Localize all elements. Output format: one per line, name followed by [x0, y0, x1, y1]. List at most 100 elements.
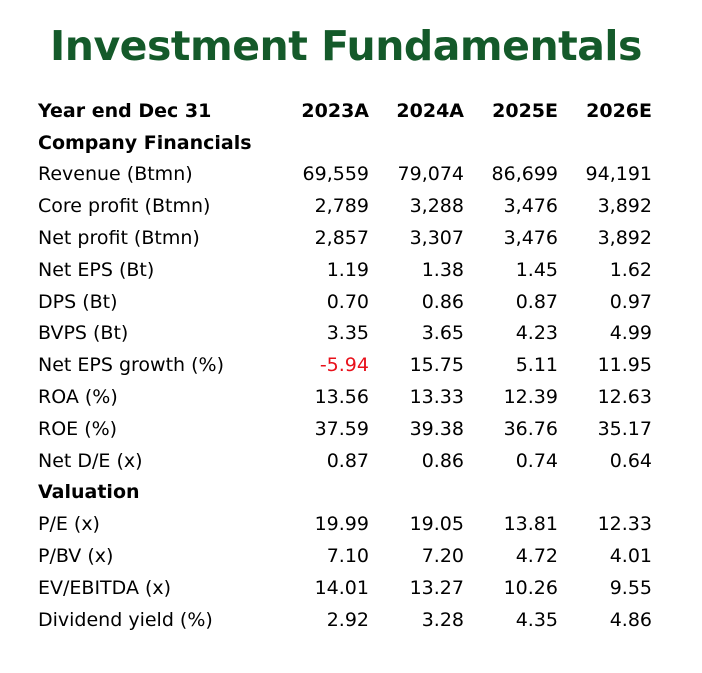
table-row: Net EPS (Bt) 1.19 1.38 1.45 1.62: [38, 254, 652, 286]
row-label: EV/EBITDA (x): [38, 576, 172, 599]
row-label: P/BV (x): [38, 545, 114, 568]
value-cell: 4.99: [609, 322, 652, 345]
value-cell: 4.35: [515, 608, 558, 631]
value-cell: 7.10: [326, 545, 369, 568]
value-cell: 69,559: [302, 163, 369, 186]
value-cell: 3,476: [503, 227, 558, 250]
value-cell: 39.38: [409, 417, 464, 440]
value-cell: 86,699: [491, 163, 558, 186]
section-title: Company Financials: [38, 131, 252, 154]
value-cell: 94,191: [585, 163, 652, 186]
empty-cell: [558, 127, 652, 159]
row-label: BVPS (Bt): [38, 322, 129, 345]
value-cell: 3.35: [326, 322, 369, 345]
value-cell: 5.11: [515, 354, 558, 377]
value-cell: 15.75: [409, 354, 464, 377]
value-cell: 7.20: [421, 545, 464, 568]
row-label: Net D/E (x): [38, 449, 143, 472]
empty-cell: [369, 127, 464, 159]
row-label: Dividend yield (%): [38, 608, 213, 631]
value-cell: 3,892: [597, 227, 652, 250]
value-cell: 3.65: [421, 322, 464, 345]
value-cell: 37.59: [314, 417, 369, 440]
value-cell: 14.01: [314, 576, 369, 599]
value-cell: 13.27: [409, 576, 464, 599]
table-row: Net D/E (x) 0.87 0.86 0.74 0.64: [38, 445, 652, 477]
value-cell: 0.64: [609, 449, 652, 472]
value-cell: 4.72: [515, 545, 558, 568]
value-cell: 9.55: [609, 576, 652, 599]
value-cell: 0.70: [326, 290, 369, 313]
value-cell: 13.33: [409, 386, 464, 409]
row-label: ROA (%): [38, 386, 118, 409]
fundamentals-table: Year end Dec 31 2023A 2024A 2025E 2026E …: [38, 95, 652, 636]
value-cell: 0.97: [609, 290, 652, 313]
value-cell: 2.92: [326, 608, 369, 631]
row-label: ROE (%): [38, 417, 118, 440]
row-label: Revenue (Btmn): [38, 163, 193, 186]
value-cell: 3,307: [409, 227, 464, 250]
value-cell: 1.38: [421, 258, 464, 281]
value-cell: 35.17: [597, 417, 652, 440]
value-cell: 19.05: [409, 513, 464, 536]
table-row: Dividend yield (%) 2.92 3.28 4.35 4.86: [38, 604, 652, 636]
page-title: Investment Fundamentals: [50, 22, 642, 70]
table-row: P/E (x) 19.99 19.05 13.81 12.33: [38, 508, 652, 540]
value-cell: 0.87: [515, 290, 558, 313]
row-label: Net EPS (Bt): [38, 258, 155, 281]
value-cell: 4.86: [609, 608, 652, 631]
table-row: Net EPS growth (%) -5.94 15.75 5.11 11.95: [38, 349, 652, 381]
row-label: Net profit (Btmn): [38, 227, 200, 250]
row-label: DPS (Bt): [38, 290, 118, 313]
value-cell: 1.62: [609, 258, 652, 281]
value-cell: 12.39: [503, 386, 558, 409]
table-body: Company Financials Revenue (Btmn) 69,559 79…: [38, 127, 652, 636]
section-title: Valuation: [38, 481, 140, 504]
value-cell: 12.33: [597, 513, 652, 536]
value-cell: 2,789: [314, 195, 369, 218]
value-cell: 11.95: [597, 354, 652, 377]
value-cell: 4.23: [515, 322, 558, 345]
value-cell: 0.74: [515, 449, 558, 472]
value-cell: 13.81: [503, 513, 558, 536]
value-cell: 3,892: [597, 195, 652, 218]
value-cell: 1.45: [515, 258, 558, 281]
value-cell: 19.99: [314, 513, 369, 536]
row-label: P/E (x): [38, 513, 100, 536]
value-cell: 3.28: [421, 608, 464, 631]
table-row: EV/EBITDA (x) 14.01 13.27 10.26 9.55: [38, 572, 652, 604]
value-cell: 10.26: [503, 576, 558, 599]
row-label: Net EPS growth (%): [38, 354, 224, 377]
value-cell: 3,476: [503, 195, 558, 218]
year-header: 2024A: [396, 99, 464, 122]
value-cell: 0.86: [421, 290, 464, 313]
empty-cell: [369, 477, 464, 509]
empty-cell: [464, 477, 558, 509]
year-header: 2025E: [492, 99, 558, 122]
value-cell: 12.63: [597, 386, 652, 409]
value-cell: 13.56: [314, 386, 369, 409]
row-label: Core profit (Btmn): [38, 195, 211, 218]
value-cell: 1.19: [326, 258, 369, 281]
empty-cell: [464, 127, 558, 159]
table-row: BVPS (Bt) 3.35 3.65 4.23 4.99: [38, 318, 652, 350]
table-row: Revenue (Btmn) 69,559 79,074 86,699 94,191: [38, 159, 652, 191]
table-row: Net profit (Btmn) 2,857 3,307 3,476 3,892: [38, 222, 652, 254]
table-row: DPS (Bt) 0.70 0.86 0.87 0.97: [38, 286, 652, 318]
table-row: P/BV (x) 7.10 7.20 4.72 4.01: [38, 540, 652, 572]
value-cell: 4.01: [609, 545, 652, 568]
empty-cell: [296, 127, 369, 159]
value-cell: 2,857: [314, 227, 369, 250]
value-cell: 0.87: [326, 449, 369, 472]
table-row: ROE (%) 37.59 39.38 36.76 35.17: [38, 413, 652, 445]
section-header-row: Valuation: [38, 477, 652, 509]
year-end-label: Year end Dec 31: [38, 99, 212, 122]
table-row: ROA (%) 13.56 13.33 12.39 12.63: [38, 381, 652, 413]
empty-cell: [296, 477, 369, 509]
section-header-row: Company Financials: [38, 127, 652, 159]
value-cell: 79,074: [397, 163, 464, 186]
table-row: Core profit (Btmn) 2,789 3,288 3,476 3,892: [38, 190, 652, 222]
empty-cell: [558, 477, 652, 509]
value-cell: 3,288: [409, 195, 464, 218]
value-cell: 36.76: [503, 417, 558, 440]
